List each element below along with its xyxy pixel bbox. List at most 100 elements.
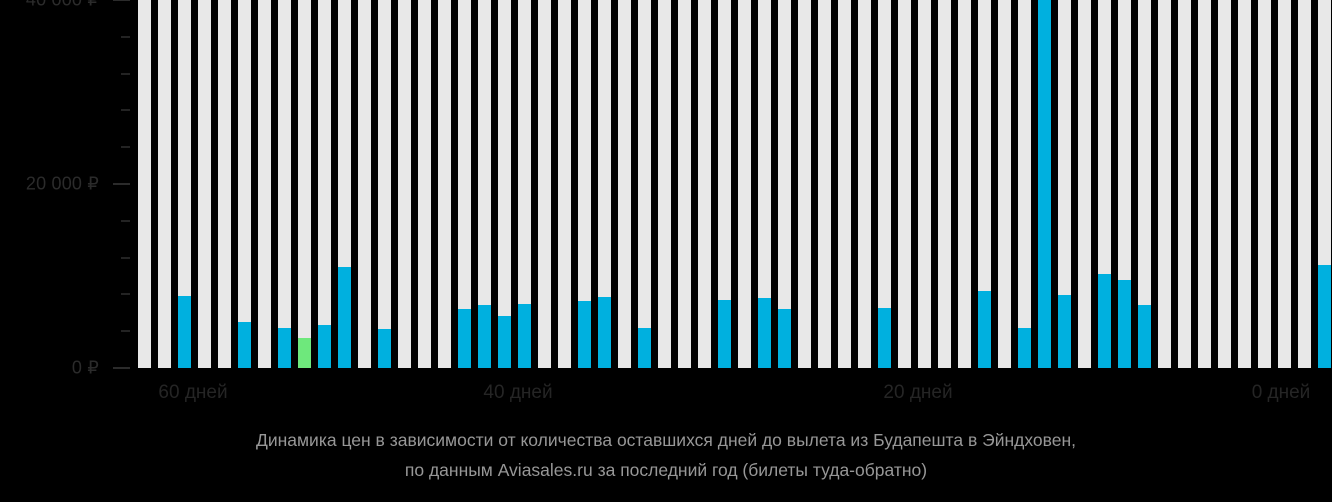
chart-column-background[interactable] (1218, 0, 1231, 368)
chart-column-background[interactable] (1058, 0, 1071, 368)
chart-column-background[interactable] (758, 0, 771, 368)
y-axis-minor-tick (121, 146, 130, 149)
chart-column-background[interactable] (298, 0, 311, 368)
chart-column-background[interactable] (1298, 0, 1311, 368)
chart-column-background[interactable] (638, 0, 651, 368)
chart-column-background[interactable] (658, 0, 671, 368)
y-axis-major-tick (113, 183, 130, 185)
x-axis-tick-label: 0 дней (1251, 382, 1311, 403)
chart-column-background[interactable] (558, 0, 571, 368)
chart-bar[interactable] (1318, 264, 1331, 368)
chart-column-background[interactable] (938, 0, 951, 368)
chart-column-background[interactable] (778, 0, 791, 368)
chart-column-background[interactable] (918, 0, 931, 368)
chart-column-background[interactable] (518, 0, 531, 368)
chart-column-background[interactable] (578, 0, 591, 368)
y-axis-minor-tick (121, 256, 130, 259)
chart-bar[interactable] (178, 296, 191, 368)
chart-column-background[interactable] (698, 0, 711, 368)
chart-column-background[interactable] (958, 0, 971, 368)
chart-bar[interactable] (458, 309, 471, 368)
chart-column-background[interactable] (838, 0, 851, 368)
chart-column-background[interactable] (418, 0, 431, 368)
chart-column-background[interactable] (1238, 0, 1251, 368)
chart-column-background[interactable] (1118, 0, 1131, 368)
chart-bar[interactable] (598, 297, 611, 368)
chart-column-background[interactable] (278, 0, 291, 368)
y-axis-minor-tick (121, 219, 130, 222)
chart-bar[interactable] (1098, 274, 1111, 368)
chart-column-background[interactable] (378, 0, 391, 368)
chart-bar[interactable] (318, 324, 331, 368)
chart-bar[interactable] (338, 266, 351, 368)
chart-bar[interactable] (758, 298, 771, 368)
chart-column-background[interactable] (358, 0, 371, 368)
chart-column-background[interactable] (1258, 0, 1271, 368)
chart-column-background[interactable] (618, 0, 631, 368)
chart-column-background[interactable] (998, 0, 1011, 368)
chart-bar[interactable] (478, 305, 491, 368)
chart-bar[interactable] (578, 300, 591, 368)
chart-column-background[interactable] (858, 0, 871, 368)
chart-bar[interactable] (638, 327, 651, 368)
y-axis-minor-tick (121, 109, 130, 112)
chart-bar[interactable] (378, 329, 391, 368)
y-axis-major-tick (113, 367, 130, 369)
chart-column-background[interactable] (678, 0, 691, 368)
chart-column-background[interactable] (498, 0, 511, 368)
chart-bar[interactable] (278, 328, 291, 368)
x-axis-tick-label: 40 дней (483, 382, 553, 403)
chart-column-background[interactable] (718, 0, 731, 368)
chart-bar[interactable] (1018, 327, 1031, 368)
chart-column-background[interactable] (178, 0, 191, 368)
chart-column-background[interactable] (318, 0, 331, 368)
chart-column-background[interactable] (798, 0, 811, 368)
chart-bar[interactable] (978, 290, 991, 368)
chart-column-background[interactable] (1198, 0, 1211, 368)
chart-column-background[interactable] (1158, 0, 1171, 368)
y-axis-minor-tick (121, 293, 130, 296)
chart-column-background[interactable] (1178, 0, 1191, 368)
chart-column-background[interactable] (458, 0, 471, 368)
chart-column-background[interactable] (738, 0, 751, 368)
chart-bar[interactable] (778, 309, 791, 368)
chart-bar[interactable] (878, 308, 891, 368)
chart-column-background[interactable] (1278, 0, 1291, 368)
chart-column-background[interactable] (1138, 0, 1151, 368)
chart-bar[interactable] (1038, 0, 1051, 368)
chart-bar[interactable] (298, 337, 311, 368)
chart-bar[interactable] (1118, 279, 1131, 368)
chart-column-background[interactable] (598, 0, 611, 368)
chart-bar[interactable] (518, 303, 531, 368)
chart-column-background[interactable] (258, 0, 271, 368)
y-axis-tick-label: 20 000 ₽ (25, 173, 99, 194)
chart-column-background[interactable] (158, 0, 171, 368)
chart-column-background[interactable] (478, 0, 491, 368)
y-axis: 0 ₽ 20 000 ₽ 40 000 ₽ (0, 0, 137, 378)
chart-column-background[interactable] (1018, 0, 1031, 368)
chart-column-background[interactable] (438, 0, 451, 368)
chart-bar[interactable] (718, 299, 731, 368)
x-axis-tick-label: 20 дней (883, 382, 953, 403)
chart-column-background[interactable] (878, 0, 891, 368)
chart-column-background[interactable] (398, 0, 411, 368)
chart-column-background[interactable] (238, 0, 251, 368)
y-axis-tick-label: 0 ₽ (71, 357, 99, 378)
chart-column-background[interactable] (818, 0, 831, 368)
chart-column-background[interactable] (1078, 0, 1091, 368)
chart-column-background[interactable] (218, 0, 231, 368)
chart-bar[interactable] (238, 322, 251, 368)
chart-column-background[interactable] (538, 0, 551, 368)
chart-column-background[interactable] (198, 0, 211, 368)
chart-column-background[interactable] (138, 0, 151, 368)
chart-column-background[interactable] (978, 0, 991, 368)
axis-baseline (137, 368, 1332, 370)
chart-bar[interactable] (1058, 295, 1071, 368)
chart-bar[interactable] (498, 316, 511, 368)
chart-caption: Динамика цен в зависимости от количества… (0, 425, 1332, 485)
chart-bar[interactable] (1138, 305, 1151, 368)
y-axis-tick-label: 40 000 ₽ (26, 0, 99, 11)
y-axis-minor-tick (121, 72, 130, 75)
chart-column-background[interactable] (898, 0, 911, 368)
